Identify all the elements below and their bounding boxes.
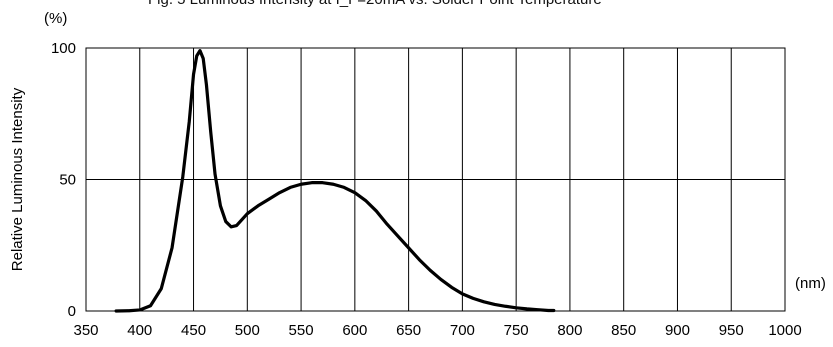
spectrum-data-point — [149, 304, 152, 307]
spectrum-data-point — [138, 308, 141, 312]
spectrum-data-point — [525, 307, 529, 311]
spectrum-data-point — [195, 54, 198, 58]
spectrum-data-point — [375, 209, 378, 213]
spectrum-data-point — [482, 300, 486, 303]
spectrum-data-point — [418, 258, 421, 261]
spectrum-data-point — [364, 199, 367, 202]
spectrum-data-point — [493, 303, 496, 306]
y-tick-label: 100 — [51, 40, 76, 57]
spectrum-data-point — [127, 309, 131, 312]
spectrum-data-point — [299, 183, 303, 186]
y-tick-label: 50 — [59, 172, 76, 189]
spectrum-data-point — [536, 308, 539, 311]
spectrum-data-point — [547, 309, 550, 312]
spectrum-data-point — [229, 225, 233, 229]
spectrum-data-point — [219, 204, 222, 207]
spectrum-data-point — [198, 49, 202, 52]
spectrum-data-point — [342, 186, 346, 189]
spectrum-data-point — [461, 292, 464, 296]
x-tick-label: 450 — [181, 322, 206, 339]
x-tick-label: 550 — [289, 322, 314, 339]
x-tick-label: 600 — [342, 322, 367, 339]
axis-layer — [85, 47, 786, 312]
spectrum-data-point — [353, 191, 357, 194]
spectrum-data-point — [332, 183, 335, 186]
spectrum-data-point — [385, 223, 389, 226]
spectrum-data-point — [310, 181, 314, 184]
x-tick-label: 750 — [504, 322, 529, 339]
spectrum-data-point — [188, 120, 191, 123]
spectrum-data-point — [209, 130, 212, 134]
spectrum-data-point — [235, 224, 238, 227]
y-tick-label: 0 — [68, 303, 76, 320]
x-tick-label: 800 — [557, 322, 582, 339]
spectrum-data-point — [504, 305, 507, 308]
spectrum-data-point — [439, 278, 443, 281]
spectrum-data-point — [256, 204, 260, 207]
spectrum-data-point — [471, 297, 475, 300]
spectrum-data-point — [450, 286, 453, 289]
y-axis-label: Relative Luminous Intensity — [9, 87, 26, 271]
spectrum-data-point — [213, 173, 217, 176]
spectrum-data-point — [160, 287, 163, 290]
spectrum-series-line — [114, 49, 556, 313]
grid-layer — [86, 48, 785, 311]
spectrum-data-point — [278, 191, 281, 194]
x-tick-label: 400 — [127, 322, 152, 339]
series-layer — [114, 49, 556, 313]
x-unit-label: (nm) — [795, 275, 826, 292]
label-layer: 350 400 450 500 550 600 650 700 750 800 850 900 950 1… — [9, 40, 802, 339]
chart-title: Fig. 5 Luminous Intensity at I_F=20mA vs… — [148, 0, 828, 10]
x-tick-label: 700 — [450, 322, 475, 339]
spectrum-data-point — [407, 246, 410, 250]
spectrum-data-point — [224, 220, 227, 223]
x-tick-label: 500 — [235, 322, 260, 339]
spectrum-data-point — [246, 212, 249, 215]
y-unit-label: (%) — [44, 10, 68, 27]
spectrum-data-point — [202, 57, 205, 60]
spectrum-data-point — [514, 306, 518, 310]
spectrum-data-point — [114, 309, 118, 313]
x-tick-label: 650 — [396, 322, 421, 339]
spectrum-data-point — [170, 246, 174, 250]
spectrum-data-point — [396, 234, 400, 238]
spectrum-data-point — [192, 73, 195, 76]
spectrum-data-point — [428, 269, 432, 272]
x-tick-label: 1000 — [768, 322, 801, 339]
plot-frame — [85, 47, 786, 312]
x-tick-label: 350 — [73, 322, 98, 339]
x-tick-label: 900 — [665, 322, 690, 339]
x-tick-label: 950 — [719, 322, 744, 339]
spectrum-data-point — [552, 309, 555, 312]
spectrum-data-point — [181, 175, 184, 179]
spectrum-data-point — [267, 198, 271, 201]
x-tick-label: 850 — [611, 322, 636, 339]
spectrum-data-point — [289, 186, 292, 189]
spectrum-data-point — [321, 181, 324, 184]
spectrum-data-point — [205, 83, 208, 87]
